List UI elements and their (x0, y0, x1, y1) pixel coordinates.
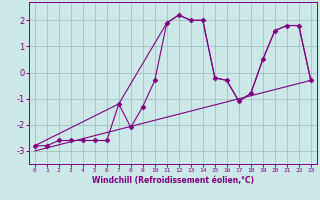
X-axis label: Windchill (Refroidissement éolien,°C): Windchill (Refroidissement éolien,°C) (92, 176, 254, 185)
